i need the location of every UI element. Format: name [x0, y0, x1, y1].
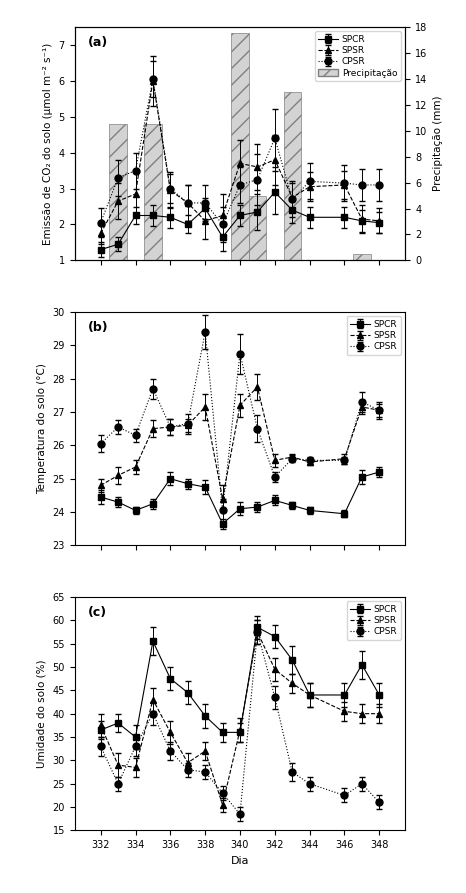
Legend: SPCR, SPSR, CPSR: SPCR, SPSR, CPSR [347, 601, 401, 640]
Bar [110, 124, 127, 261]
Y-axis label: Umidade do solo (%): Umidade do solo (%) [37, 659, 47, 768]
Bar [283, 92, 301, 261]
Legend: SPCR, SPSR, CPSR, Precipitação: SPCR, SPSR, CPSR, Precipitação [315, 31, 401, 81]
Bar [231, 33, 249, 261]
Bar [249, 196, 266, 261]
Bar [353, 254, 370, 261]
Text: (b): (b) [88, 321, 109, 334]
Bar [144, 124, 162, 261]
Y-axis label: Temperatura do solo (°C): Temperatura do solo (°C) [37, 363, 47, 494]
Text: (c): (c) [88, 606, 107, 619]
Y-axis label: Emissão de CO₂ do solo (μmol m⁻² s⁻¹): Emissão de CO₂ do solo (μmol m⁻² s⁻¹) [43, 43, 53, 245]
Y-axis label: Precipitação (mm): Precipitação (mm) [433, 96, 443, 191]
Legend: SPCR, SPSR, CPSR: SPCR, SPSR, CPSR [347, 316, 401, 355]
Text: (a): (a) [88, 36, 108, 49]
X-axis label: Dia: Dia [231, 855, 249, 866]
